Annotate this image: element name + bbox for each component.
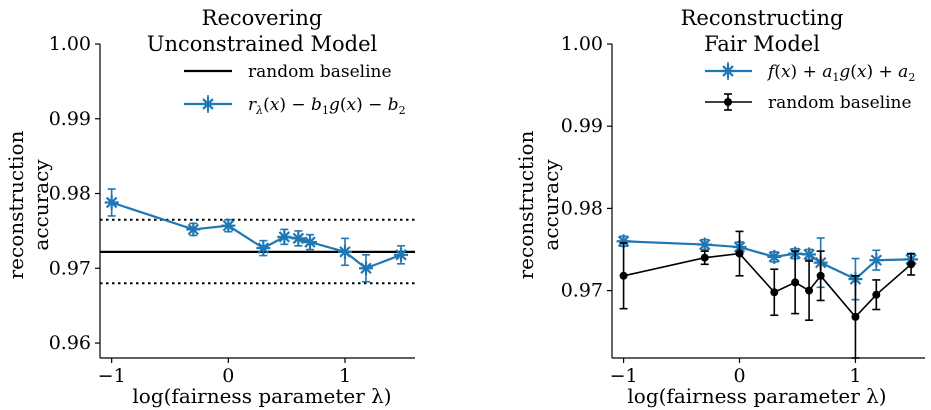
left-chart-legend: random baseline rλ(x) − b1g(x) − b2 (184, 62, 406, 117)
left-chart-baseline (100, 218, 415, 285)
left-chart: Recovering Unconstrained Model 0.960.970… (4, 6, 415, 408)
legend-swatch-series-left (184, 95, 232, 113)
left-chart-xlabel: log(fairness parameter λ) (132, 384, 391, 408)
series-line (111, 201, 402, 270)
y-tick-label: 0.99 (49, 108, 91, 130)
legend-swatch-random-baseline (705, 93, 752, 111)
series-1 (619, 230, 916, 359)
y-tick-label: 0.97 (49, 257, 91, 279)
x-tick-label: 0 (733, 365, 745, 387)
legend-label-series-left: rλ(x) − b1g(x) − b2 (248, 95, 406, 117)
right-chart-series (616, 230, 919, 359)
left-chart-axes: 0.96 0.97 0.98 0.99 1.00 −1 0 1 (49, 33, 415, 387)
y-tick-label: 1.00 (49, 33, 91, 55)
legend-swatch-series-right (705, 62, 752, 80)
left-chart-ylabel-line1: reconstruction (4, 130, 28, 279)
data-point (802, 247, 817, 262)
x-tick-label: −1 (98, 365, 126, 387)
right-chart-title-line2: Fair Model (704, 32, 820, 56)
data-point (186, 222, 201, 237)
y-tick-label: 0.99 (561, 115, 603, 137)
legend-label-baseline: random baseline (248, 62, 392, 82)
right-chart-ylabel-line1: reconstruction (514, 130, 538, 279)
data-point (277, 229, 292, 244)
data-point (735, 249, 744, 258)
data-point (619, 271, 628, 280)
data-point (256, 241, 271, 256)
right-chart-ylabel-line2: accuracy (539, 159, 563, 251)
right-chart: Reconstructing Fair Model 0.97 0.98 0.99 1.… (514, 6, 925, 408)
legend-label-series-right: f(x) + a1g(x) + a2 (766, 62, 915, 84)
legend-label-random-baseline: random baseline (768, 93, 912, 113)
right-chart-xlabel: log(fairness parameter λ) (627, 384, 886, 408)
data-point (700, 253, 709, 262)
data-point (291, 231, 306, 246)
data-point (805, 286, 814, 295)
series-0 (104, 188, 408, 283)
right-chart-axes: 0.97 0.98 0.99 1.00 −1 0 1 (561, 33, 925, 387)
left-chart-ylabel-line2: accuracy (29, 159, 53, 251)
data-point (104, 195, 119, 210)
y-tick-label: 0.96 (49, 332, 91, 354)
data-point (221, 218, 236, 233)
y-tick-label: 0.98 (561, 197, 603, 219)
y-tick-label: 0.97 (561, 280, 603, 302)
data-point (394, 247, 408, 262)
data-point (851, 312, 860, 321)
data-point (791, 278, 800, 287)
right-chart-legend: f(x) + a1g(x) + a2 random baseline (705, 62, 915, 113)
data-point (869, 253, 884, 268)
left-chart-title-line1: Recovering (202, 6, 323, 30)
right-chart-title-line1: Reconstructing (681, 6, 844, 30)
left-chart-title-line2: Unconstrained Model (147, 32, 378, 56)
left-chart-series (104, 188, 408, 283)
x-tick-label: 1 (849, 365, 861, 387)
series-line (623, 240, 912, 281)
data-point (338, 244, 352, 259)
data-point (770, 288, 779, 297)
y-tick-label: 0.98 (49, 183, 91, 205)
x-tick-label: 0 (222, 365, 234, 387)
series-line (623, 252, 912, 319)
data-point (816, 271, 825, 280)
data-point (907, 260, 916, 269)
data-point (303, 235, 317, 250)
data-point (767, 249, 782, 264)
data-point (359, 261, 373, 276)
x-tick-label: −1 (610, 365, 638, 387)
data-point (697, 237, 712, 252)
y-tick-label: 1.00 (561, 33, 603, 55)
x-tick-label: 1 (339, 365, 351, 387)
data-point (872, 290, 881, 299)
